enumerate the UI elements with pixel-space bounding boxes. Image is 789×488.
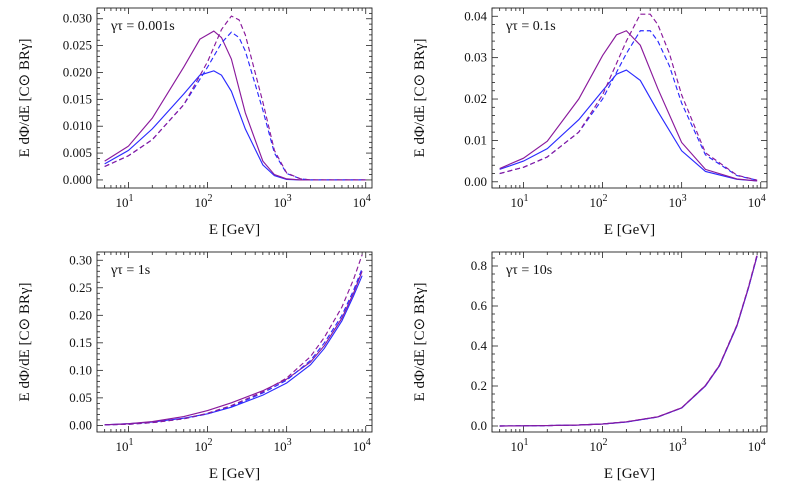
series-line-1-3 xyxy=(104,31,366,181)
y-tick-label-4: 0.2 xyxy=(471,378,487,393)
series-line-4-2 xyxy=(499,255,758,427)
annotation-3: γτ = 1s xyxy=(110,263,150,278)
x-tick-label-3: 104 xyxy=(353,437,371,454)
x-tick-label-3: 101 xyxy=(115,437,133,454)
x-tick-label-1: 102 xyxy=(195,193,213,210)
chart-1-svg: 101 102 103 104 0.000 0.005 0.010 0.015 0.020 0.0… xyxy=(17,7,373,238)
y-tick-label-3: 0.10 xyxy=(69,362,92,377)
series-line-3-2 xyxy=(104,271,363,426)
chart-panel-3: 101 102 103 104 0.00 0.05 0.10 0.15 0.20 0.25 0.30… xyxy=(0,244,394,488)
y-axis-label-2: E dΦ/dE [C⊙ BRγ] xyxy=(412,39,428,158)
x-axis-label-3: E [GeV] xyxy=(209,466,260,482)
y-tick-label-4: 0.0 xyxy=(471,418,487,433)
y-tick-label-2: 0.04 xyxy=(464,8,487,23)
y-tick-label-1: 0.000 xyxy=(63,172,92,187)
series-line-2-3 xyxy=(499,30,758,181)
y-tick-label-1: 0.005 xyxy=(63,145,92,160)
y-axis-label-1: E dΦ/dE [C⊙ BRγ] xyxy=(17,39,33,158)
y-tick-label-1: 0.020 xyxy=(63,64,92,79)
chart-4-svg: 101 102 103 104 0.0 0.2 0.4 0.6 0.8 E [GeV] E dΦ/d… xyxy=(412,251,768,482)
chart-3-svg: 101 102 103 104 0.00 0.05 0.10 0.15 0.20 0.25 0.30… xyxy=(17,251,373,482)
plot-frame-1 xyxy=(96,7,373,189)
series-line-4-3 xyxy=(499,255,758,427)
x-tick-label-2: 101 xyxy=(510,193,528,210)
series-line-1-2 xyxy=(104,30,366,181)
series-line-1-4 xyxy=(104,15,366,181)
x-tick-label-1: 101 xyxy=(115,193,133,210)
x-tick-label-1: 103 xyxy=(274,193,292,210)
y-tick-label-3: 0.15 xyxy=(69,335,92,350)
y-tick-label-2: 0.01 xyxy=(464,132,487,147)
series-line-1-1 xyxy=(104,70,366,181)
series-line-3-3 xyxy=(104,268,363,426)
chart-panel-2: 101 102 103 104 0.00 0.01 0.02 0.03 0.04 E [GeV] E… xyxy=(395,0,789,244)
x-tick-label-4: 101 xyxy=(510,437,528,454)
series-line-2-4 xyxy=(499,13,758,181)
chart-panel-1: 101 102 103 104 0.000 0.005 0.010 0.015 0.020 0.0… xyxy=(0,0,394,244)
y-axis-label-4: E dΦ/dE [C⊙ BRγ] xyxy=(412,283,428,402)
plot-frame-3 xyxy=(96,251,373,433)
y-tick-label-1: 0.025 xyxy=(63,38,92,53)
annotation-1: γτ = 0.001s xyxy=(110,19,175,34)
annotation-2: γτ = 0.1s xyxy=(505,19,556,34)
y-tick-label-2: 0.03 xyxy=(464,50,487,65)
x-axis-label-1: E [GeV] xyxy=(209,222,260,238)
y-tick-label-3: 0.30 xyxy=(69,252,92,267)
plot-frame-4 xyxy=(491,251,768,433)
x-tick-label-4: 104 xyxy=(748,437,766,454)
series-line-2-2 xyxy=(499,30,758,182)
y-tick-label-1: 0.015 xyxy=(63,91,92,106)
series-line-2-1 xyxy=(499,69,758,182)
y-tick-label-3: 0.05 xyxy=(69,390,92,405)
series-line-3-4 xyxy=(104,254,363,426)
chart-panel-4: 101 102 103 104 0.0 0.2 0.4 0.6 0.8 E [GeV] E dΦ/d… xyxy=(395,244,789,488)
y-tick-label-3: 0.25 xyxy=(69,280,92,295)
y-tick-label-2: 0.00 xyxy=(464,174,487,189)
y-tick-label-4: 0.4 xyxy=(471,338,488,353)
y-tick-label-1: 0.030 xyxy=(63,11,92,26)
plot-frame-2 xyxy=(491,7,768,189)
x-tick-label-1: 104 xyxy=(353,193,371,210)
x-tick-label-2: 102 xyxy=(590,193,608,210)
series-line-4-4 xyxy=(499,254,758,427)
y-tick-label-3: 0.20 xyxy=(69,307,92,322)
x-tick-label-2: 103 xyxy=(669,193,687,210)
x-tick-label-2: 104 xyxy=(748,193,766,210)
x-tick-label-4: 103 xyxy=(669,437,687,454)
y-tick-label-4: 0.6 xyxy=(471,298,488,313)
x-tick-label-3: 103 xyxy=(274,437,292,454)
x-axis-label-4: E [GeV] xyxy=(604,466,655,482)
x-tick-label-4: 102 xyxy=(590,437,608,454)
y-tick-label-2: 0.02 xyxy=(464,91,487,106)
x-axis-label-2: E [GeV] xyxy=(604,222,655,238)
y-axis-label-3: E dΦ/dE [C⊙ BRγ] xyxy=(17,283,33,402)
annotation-4: γτ = 10s xyxy=(505,263,552,278)
chart-2-svg: 101 102 103 104 0.00 0.01 0.02 0.03 0.04 E [GeV] E… xyxy=(412,7,768,238)
x-tick-label-3: 102 xyxy=(195,437,213,454)
series-line-4-1 xyxy=(499,255,758,427)
y-tick-label-4: 0.8 xyxy=(471,258,487,273)
y-tick-label-1: 0.010 xyxy=(63,118,92,133)
y-tick-label-3: 0.00 xyxy=(69,417,92,432)
